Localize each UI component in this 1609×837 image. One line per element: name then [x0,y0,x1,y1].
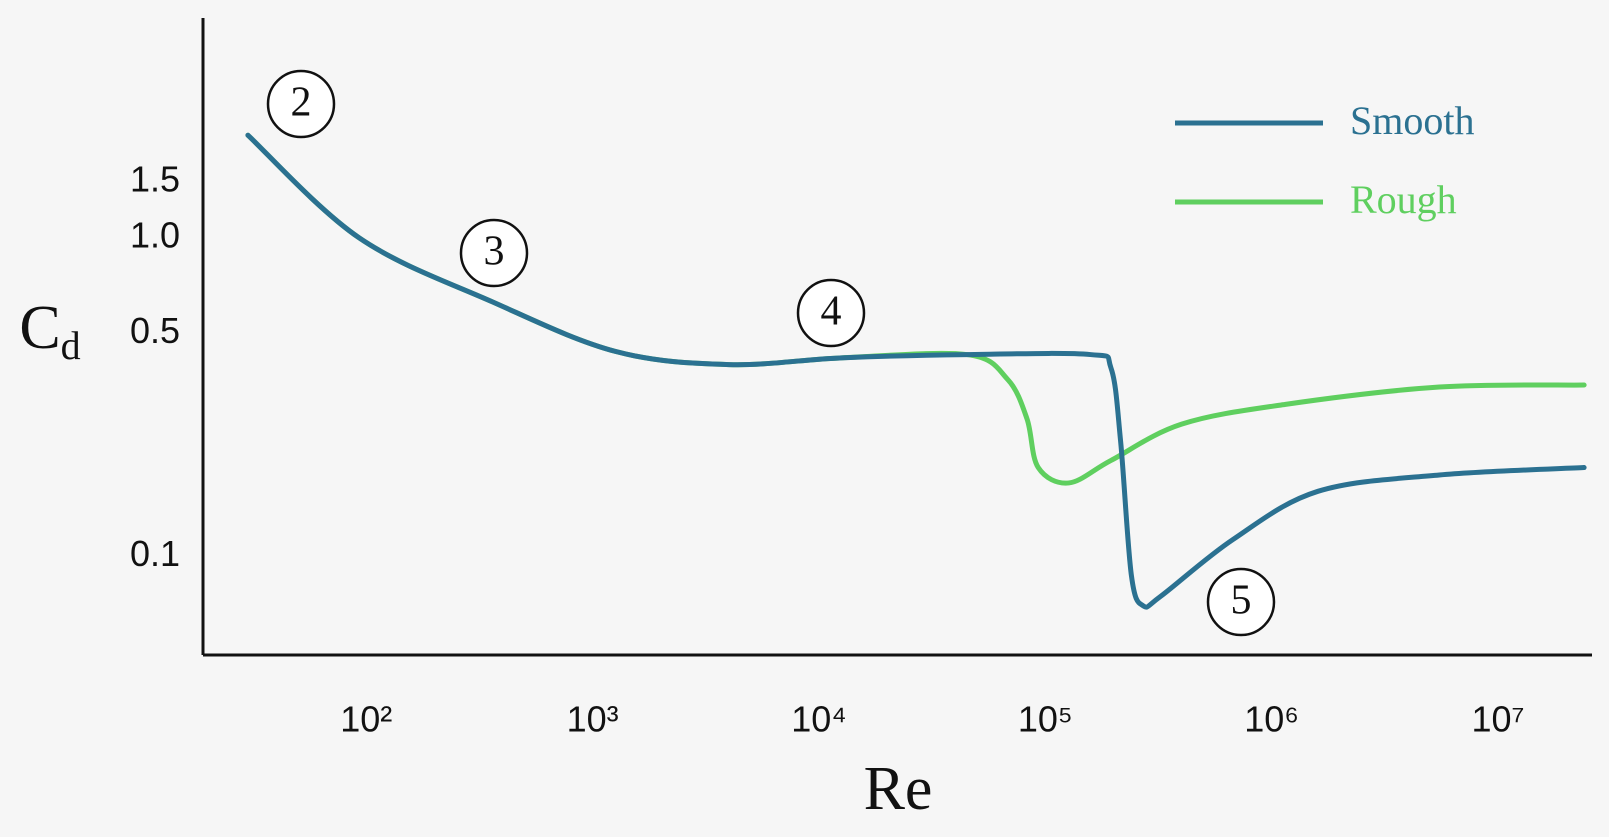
annotation-circle [266,69,336,139]
x-tick-label: 10² [340,699,392,740]
y-tick-label: 0.5 [130,310,180,351]
legend-label: Smooth [1350,98,1474,143]
annotation: 4 [821,289,842,335]
x-tick-label: 10⁴ [791,699,847,740]
y-axis-label: Cd [19,294,80,368]
annotation-circle [796,278,866,348]
y-tick-label: 0.1 [130,533,180,574]
annotation-circle [459,218,529,288]
x-axis-label: Re [864,755,933,823]
x-tick-label: 10⁷ [1472,699,1525,740]
annotation: 2 [291,80,312,126]
legend-label: Rough [1350,177,1457,222]
x-tick-label: 10⁵ [1018,699,1073,740]
x-tick-label: 10³ [567,699,619,740]
y-tick-label: 1.5 [130,158,180,199]
x-tick-label: 10⁶ [1244,699,1299,740]
annotation: 3 [484,229,505,275]
data-line [245,132,1587,610]
y-tick-label: 1.0 [130,214,180,255]
annotation: 5 [1231,578,1252,624]
annotation-circle [1206,567,1276,637]
